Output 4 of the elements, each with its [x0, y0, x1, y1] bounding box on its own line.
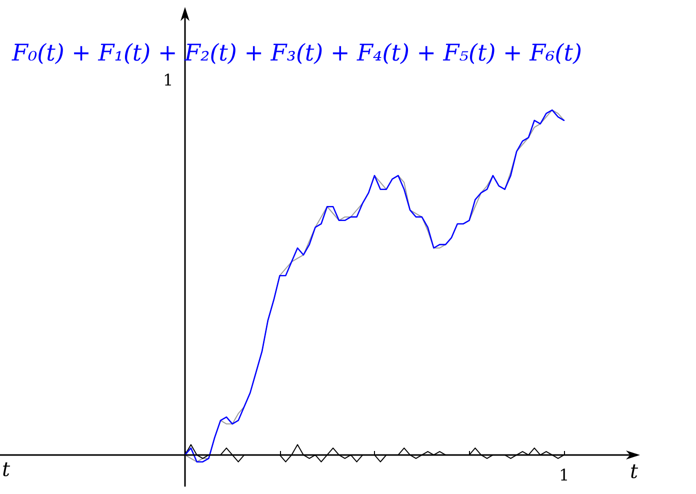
text: 1 — [163, 70, 174, 90]
text: t — [2, 456, 11, 481]
x-axis-title: t — [630, 458, 639, 483]
text: 1 — [559, 465, 570, 484]
